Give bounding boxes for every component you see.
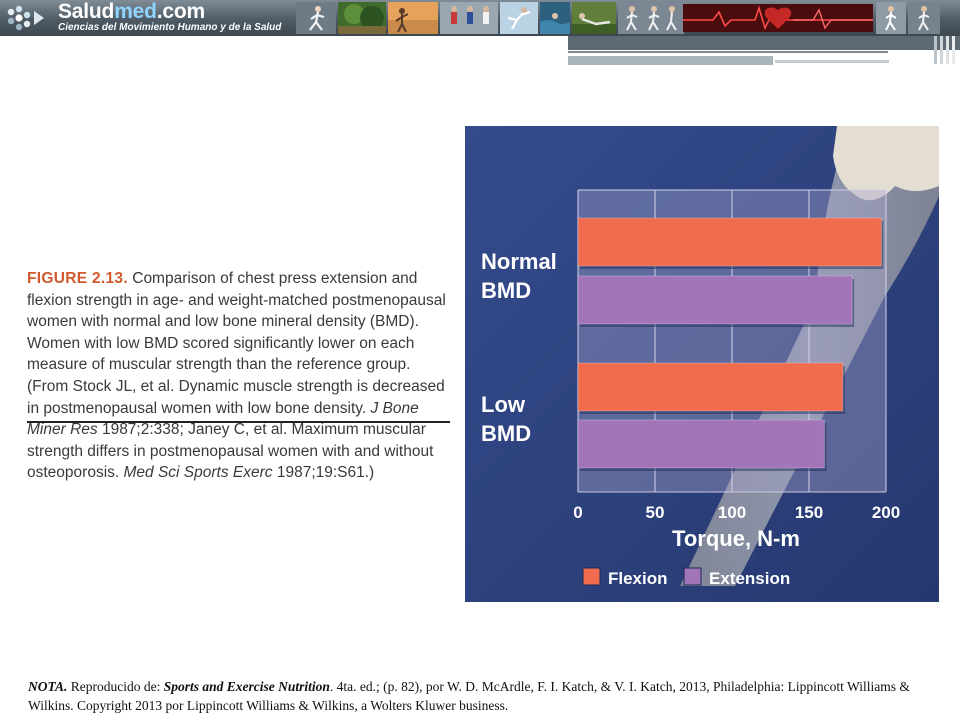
bar-extension-normal-bmd <box>577 275 853 325</box>
x-tick-label: 200 <box>872 503 900 522</box>
legend: Flexion Extension <box>582 567 790 588</box>
site-tagline: Ciencias del Movimiento Humano y de la S… <box>58 22 282 33</box>
category-label-normal-line1: Normal <box>481 249 557 274</box>
dots-logo-icon <box>7 5 44 31</box>
athletes-photo <box>440 2 498 34</box>
slide-decoration-bar <box>568 36 960 50</box>
category-label-normal-line2: BMD <box>481 278 531 303</box>
x-tick-labels: 0 50 100 150 200 <box>573 503 900 522</box>
x-tick-label: 50 <box>646 503 665 522</box>
jogger-photo <box>908 2 940 34</box>
site-brand-logo[interactable]: Saludmed.com <box>58 0 205 23</box>
walker-photo <box>876 2 906 34</box>
nature-photo <box>338 2 386 34</box>
slide-decoration-line <box>775 60 889 63</box>
legend-label-extension: Extension <box>709 569 790 588</box>
category-label-low-line1: Low <box>481 392 526 417</box>
x-tick-label: 150 <box>795 503 823 522</box>
bar-chart: Normal BMD Low BMD 0 50 100 150 200 Torque, … <box>465 126 939 602</box>
bar-extension-low-bmd <box>577 419 825 469</box>
ecg-heart-graphic <box>683 4 873 32</box>
runners-photo <box>618 2 684 34</box>
bars <box>577 217 884 471</box>
slide-decoration-line <box>568 56 773 65</box>
stretching-photo <box>572 2 616 34</box>
slide-decoration-vertical <box>952 36 955 64</box>
figure-label: FIGURE 2.13. <box>27 270 128 287</box>
category-label-low-line2: BMD <box>481 421 531 446</box>
figure-caption: FIGURE 2.13. Comparison of chest press e… <box>27 270 446 482</box>
slide-decoration-line <box>568 51 888 53</box>
legend-swatch-flexion <box>582 567 601 586</box>
caption-divider <box>27 421 450 423</box>
bar-flexion-low-bmd <box>577 362 844 412</box>
slide-decoration-vertical <box>946 36 949 64</box>
bar-flexion-normal-bmd <box>577 217 882 267</box>
runner-photo <box>296 2 336 34</box>
source-note: NOTA. Reproducido de: Sports and Exercis… <box>28 679 910 713</box>
legend-label-flexion: Flexion <box>608 569 668 588</box>
jumper-photo <box>500 2 538 34</box>
x-tick-label: 0 <box>573 503 582 522</box>
beach-photo <box>388 2 438 34</box>
legend-swatch-extension <box>683 567 702 586</box>
x-tick-label: 100 <box>718 503 746 522</box>
x-axis-label: Torque, N-m <box>672 526 800 551</box>
slide-decoration-vertical <box>934 36 937 64</box>
slide-decoration-vertical <box>940 36 943 64</box>
swimmer-photo <box>540 2 570 34</box>
site-banner: Saludmed.com Ciencias del Movimiento Hum… <box>0 0 960 36</box>
